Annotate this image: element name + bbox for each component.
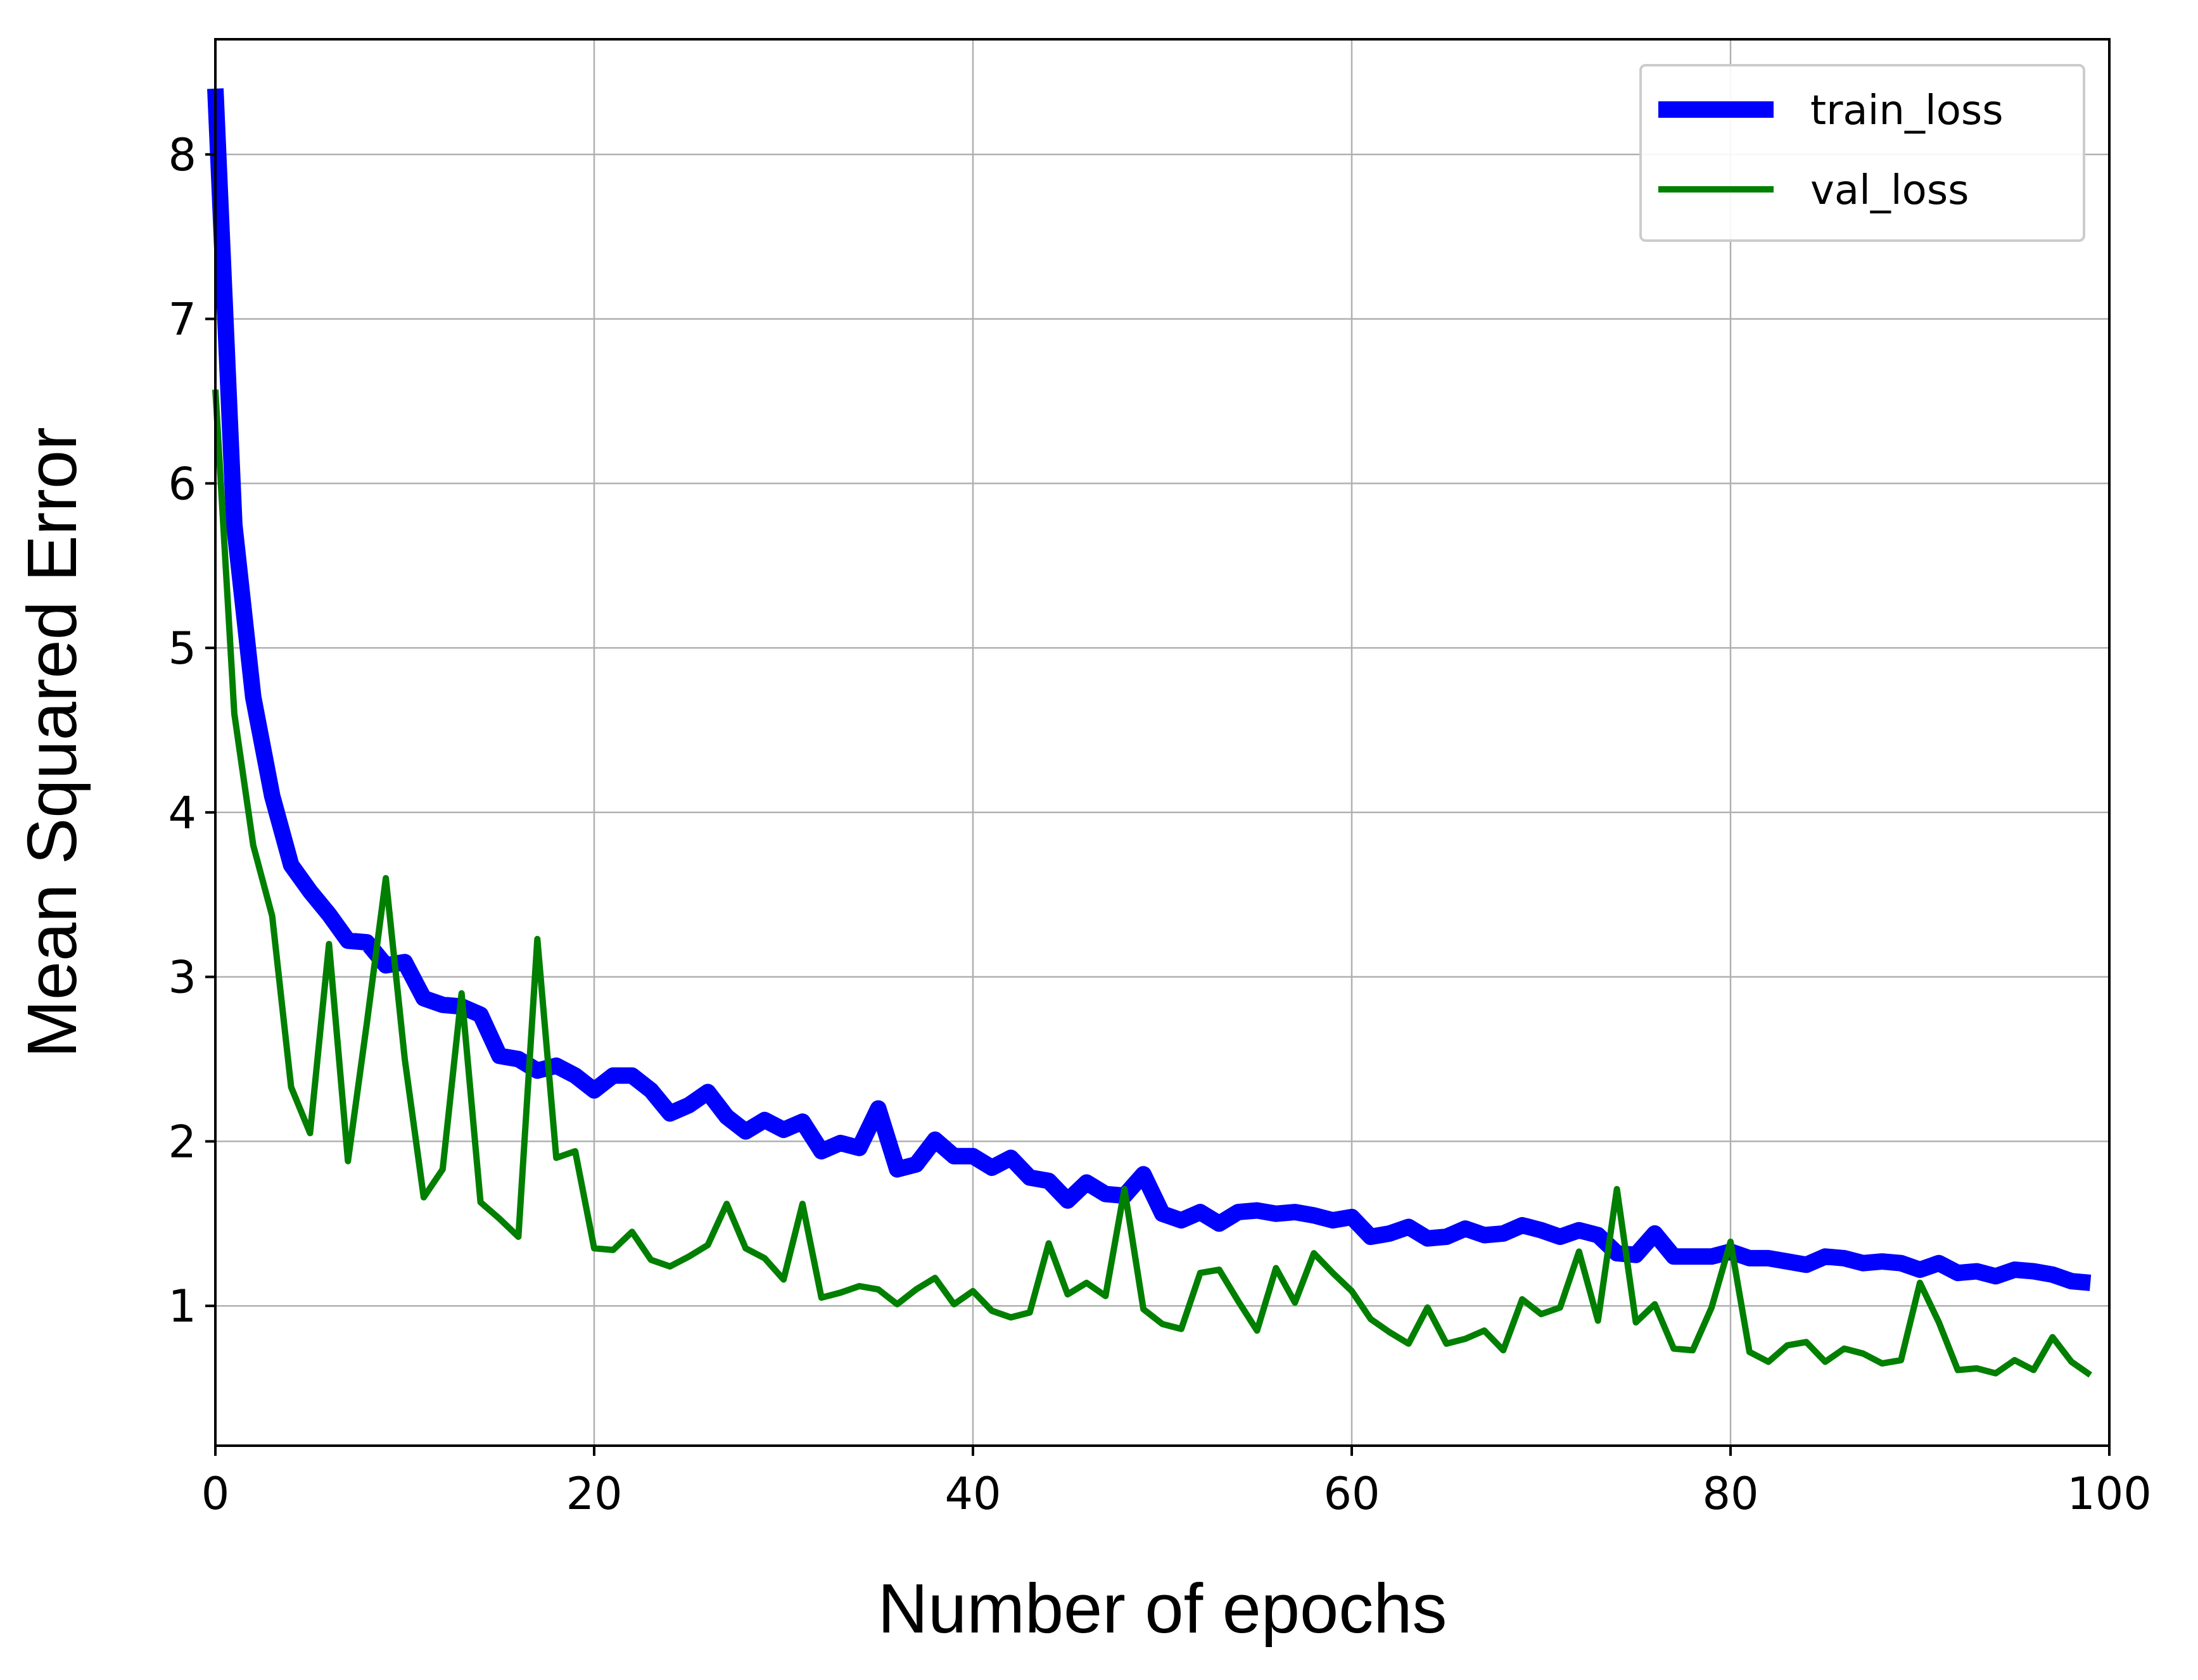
x-tick-label: 100 [2067,1468,2152,1520]
data-point [2033,1271,2034,1272]
data-point [499,1218,500,1219]
data-point [1749,1351,1750,1352]
y-tick-label: 3 [168,952,196,1004]
data-point [1503,1233,1504,1234]
data-point [840,1292,841,1293]
data-point [1825,1361,1826,1362]
y-tick-label: 4 [168,787,196,839]
data-point [1067,1200,1068,1201]
x-tick-label: 0 [201,1468,230,1520]
data-point [537,1070,538,1071]
data-point [442,1169,443,1170]
series-line-val-loss [212,389,2092,1378]
data-point [1484,1330,1485,1331]
data-point [2090,1282,2091,1283]
data-point [1408,1343,1409,1344]
y-tick-label: 2 [168,1116,196,1168]
x-tick-label: 20 [566,1468,622,1520]
data-point [1067,1294,1068,1295]
data-point [1882,1261,1883,1262]
data-point [991,1167,992,1168]
legend-label-train-loss: train_loss [1810,87,2004,134]
y-axis-title: Mean Squared Error [13,427,91,1058]
data-point [1465,1228,1466,1229]
data-point [1086,1282,1087,1283]
data-point [1427,1307,1428,1308]
data-point [916,1289,917,1290]
series-layer [207,88,2092,1378]
data-point [2071,1281,2072,1282]
data-point [1446,1343,1447,1344]
data-point [878,1108,879,1109]
data-point [878,1289,879,1290]
x-tick-label: 40 [944,1468,1001,1520]
data-point [1143,1174,1144,1175]
data-point [1995,1373,1996,1374]
y-tick-label: 7 [168,294,196,346]
data-point [859,1147,860,1148]
data-point [537,938,538,939]
data-point [1768,1361,1769,1362]
data-point [1162,1213,1163,1214]
legend-label-val-loss: val_loss [1810,167,1969,214]
data-point [423,998,424,999]
data-point [1143,1309,1144,1310]
data-point [1995,1276,1996,1277]
data-point [802,1121,803,1122]
data-point [1863,1353,1864,1354]
data-point [1048,1243,1049,1244]
axis-ticks: 0 20 40 60 80 100 1 2 3 4 5 6 7 8 [168,129,2151,1520]
data-point [1370,1318,1371,1319]
x-tick-label: 60 [1323,1468,1380,1520]
plot-area-frame [214,38,2111,1447]
legend: train_loss val_loss [1639,64,2085,242]
data-point [1048,1180,1049,1181]
data-point [1882,1363,1883,1364]
data-point [1029,1312,1030,1313]
y-tick-label: 5 [168,622,196,674]
y-tick-label: 8 [168,129,196,181]
data-point [991,1310,992,1311]
data-point [575,1075,576,1076]
data-point [442,1004,443,1005]
data-point [1086,1182,1087,1183]
y-tick-label: 6 [168,458,196,510]
data-point [2071,1361,2072,1362]
data-point [1787,1261,1788,1262]
x-tick-label: 80 [1702,1468,1758,1520]
data-point [916,1164,917,1165]
data-point [461,993,462,994]
data-point [935,1278,936,1279]
data-point [1938,1322,1939,1323]
data-point [594,1248,595,1249]
data-point [821,1151,822,1152]
data-point [935,1139,936,1140]
data-point [1503,1350,1504,1351]
data-point [480,1202,481,1203]
data-point [1844,1348,1845,1349]
y-tick-label: 1 [168,1280,196,1332]
data-point [2052,1274,2053,1275]
data-point [480,1014,481,1015]
data-point [1010,1317,1011,1318]
data-point [1162,1323,1163,1324]
data-point [1920,1282,1921,1283]
data-point [1427,1238,1428,1239]
data-point [556,1065,557,1066]
data-point [575,1151,576,1152]
data-point [840,1143,841,1144]
data-point [1787,1345,1788,1346]
x-axis-title: Number of epochs [878,1570,1447,1648]
data-point [1976,1271,1977,1272]
data-point [897,1169,898,1170]
data-point [1389,1233,1390,1234]
data-point [1541,1314,1542,1315]
data-point [1029,1177,1030,1178]
data-point [1825,1256,1826,1257]
data-point [859,1286,860,1287]
